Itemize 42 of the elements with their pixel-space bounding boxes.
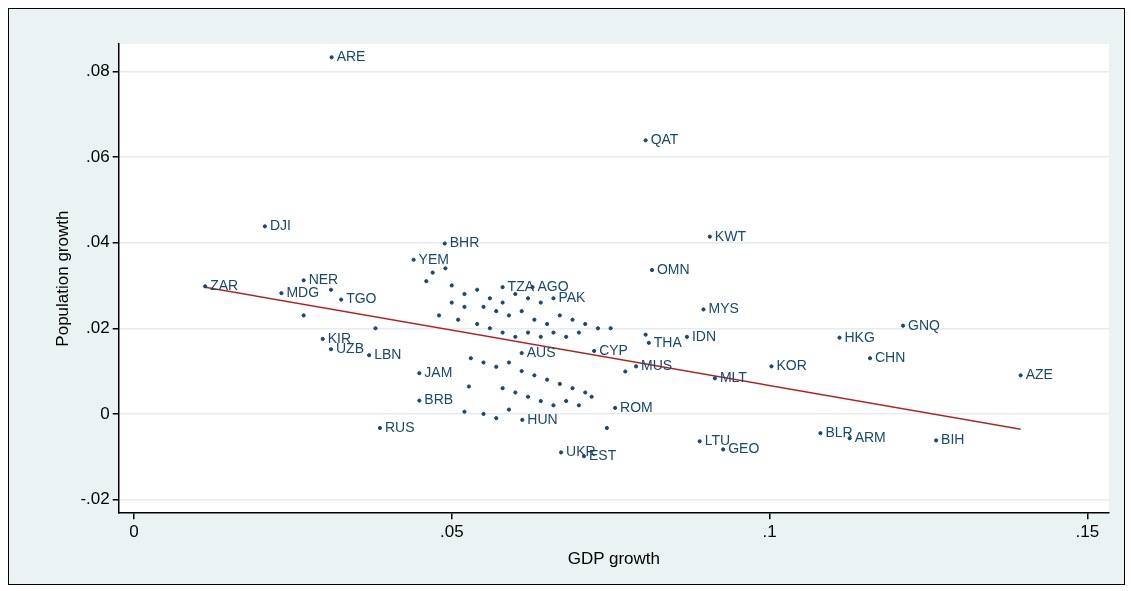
annotation: RUS <box>384 418 415 435</box>
annotation: KWT <box>714 227 747 244</box>
annotation: KOR <box>776 357 807 374</box>
y-axis-title: Population growth <box>52 210 72 347</box>
annotation: AUS <box>526 343 556 360</box>
annotation: ARM <box>854 429 886 446</box>
x-tick-label: .05 <box>439 522 464 542</box>
annotation: JAM <box>424 364 453 381</box>
y-tick-label: .04 <box>86 232 110 252</box>
y-tick-label: .02 <box>86 317 110 337</box>
annotation: MYS <box>708 300 739 317</box>
annotation: TGO <box>346 290 377 307</box>
annotation: CHN <box>875 349 906 366</box>
annotation: DJI <box>269 217 291 234</box>
annotation: LBN <box>374 346 402 363</box>
annotation: GNQ <box>908 316 941 333</box>
annotation: HKG <box>844 328 875 345</box>
y-tick-label: .06 <box>86 146 110 166</box>
annotation: HUN <box>527 410 558 427</box>
annotation: THA <box>653 333 683 350</box>
annotation: AZE <box>1025 366 1053 383</box>
annotation: GEO <box>728 440 760 457</box>
annotation: BLR <box>825 424 853 440</box>
x-axis-title: GDP growth <box>567 549 660 569</box>
annotation: BRB <box>424 391 454 408</box>
annotation: ARE <box>336 48 366 65</box>
y-tick-label: -.02 <box>80 489 110 509</box>
y-tick-label: 0 <box>100 403 110 423</box>
annotation: QAT <box>650 131 679 148</box>
annotation: BIH <box>941 431 965 448</box>
annotation: IDN <box>691 327 717 344</box>
x-tick-label: .1 <box>762 522 777 542</box>
y-tick-label: .08 <box>86 61 110 81</box>
annotation: ROM <box>620 398 653 415</box>
annotation: OMN <box>656 260 690 277</box>
annotation: BHR <box>449 234 480 251</box>
annotation: ZAR <box>210 277 239 294</box>
annotation: CYP <box>599 341 628 358</box>
annotation: TZA <box>507 278 535 295</box>
x-tick-label: .15 <box>1075 522 1100 542</box>
annotation: YEM <box>418 250 449 267</box>
x-tick-label: 0 <box>129 522 139 542</box>
